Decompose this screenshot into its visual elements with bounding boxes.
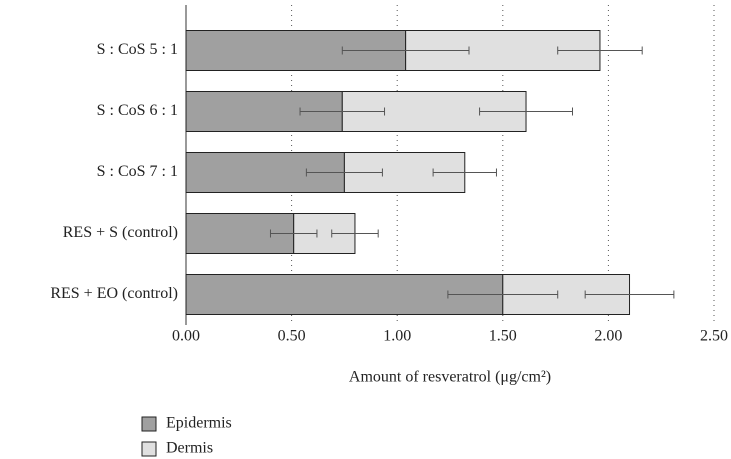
x-tick-label: 0.50: [278, 328, 306, 345]
x-tick-label: 2.00: [594, 328, 622, 345]
y-tick-label: S : CoS 7 : 1: [97, 163, 178, 180]
x-tick-label: 0.00: [172, 328, 200, 345]
y-tick-label: S : CoS 6 : 1: [97, 102, 178, 119]
y-tick-label: RES + S (control): [63, 224, 178, 241]
legend-label: Epidermis: [166, 415, 232, 432]
error-bar: [305, 168, 383, 177]
x-tick-label: 1.00: [383, 328, 411, 345]
y-tick-label: RES + EO (control): [50, 285, 178, 302]
error-bar: [299, 107, 386, 116]
error-bar: [584, 290, 675, 299]
error-bar: [432, 168, 497, 177]
error-bar: [341, 46, 470, 55]
error-bar: [447, 290, 559, 299]
legend-label: Dermis: [166, 440, 213, 457]
error-bar: [557, 46, 643, 55]
x-tick-label: 1.50: [489, 328, 517, 345]
error-bar: [331, 229, 379, 238]
error-bar: [269, 229, 318, 238]
legend-swatch: [141, 416, 157, 432]
y-tick-label: S : CoS 5 : 1: [97, 41, 178, 58]
error-bar: [479, 107, 573, 116]
x-tick-label: 2.50: [700, 328, 728, 345]
legend-swatch: [141, 441, 157, 457]
x-axis-label: Amount of resveratrol (μg/cm²): [349, 369, 551, 386]
